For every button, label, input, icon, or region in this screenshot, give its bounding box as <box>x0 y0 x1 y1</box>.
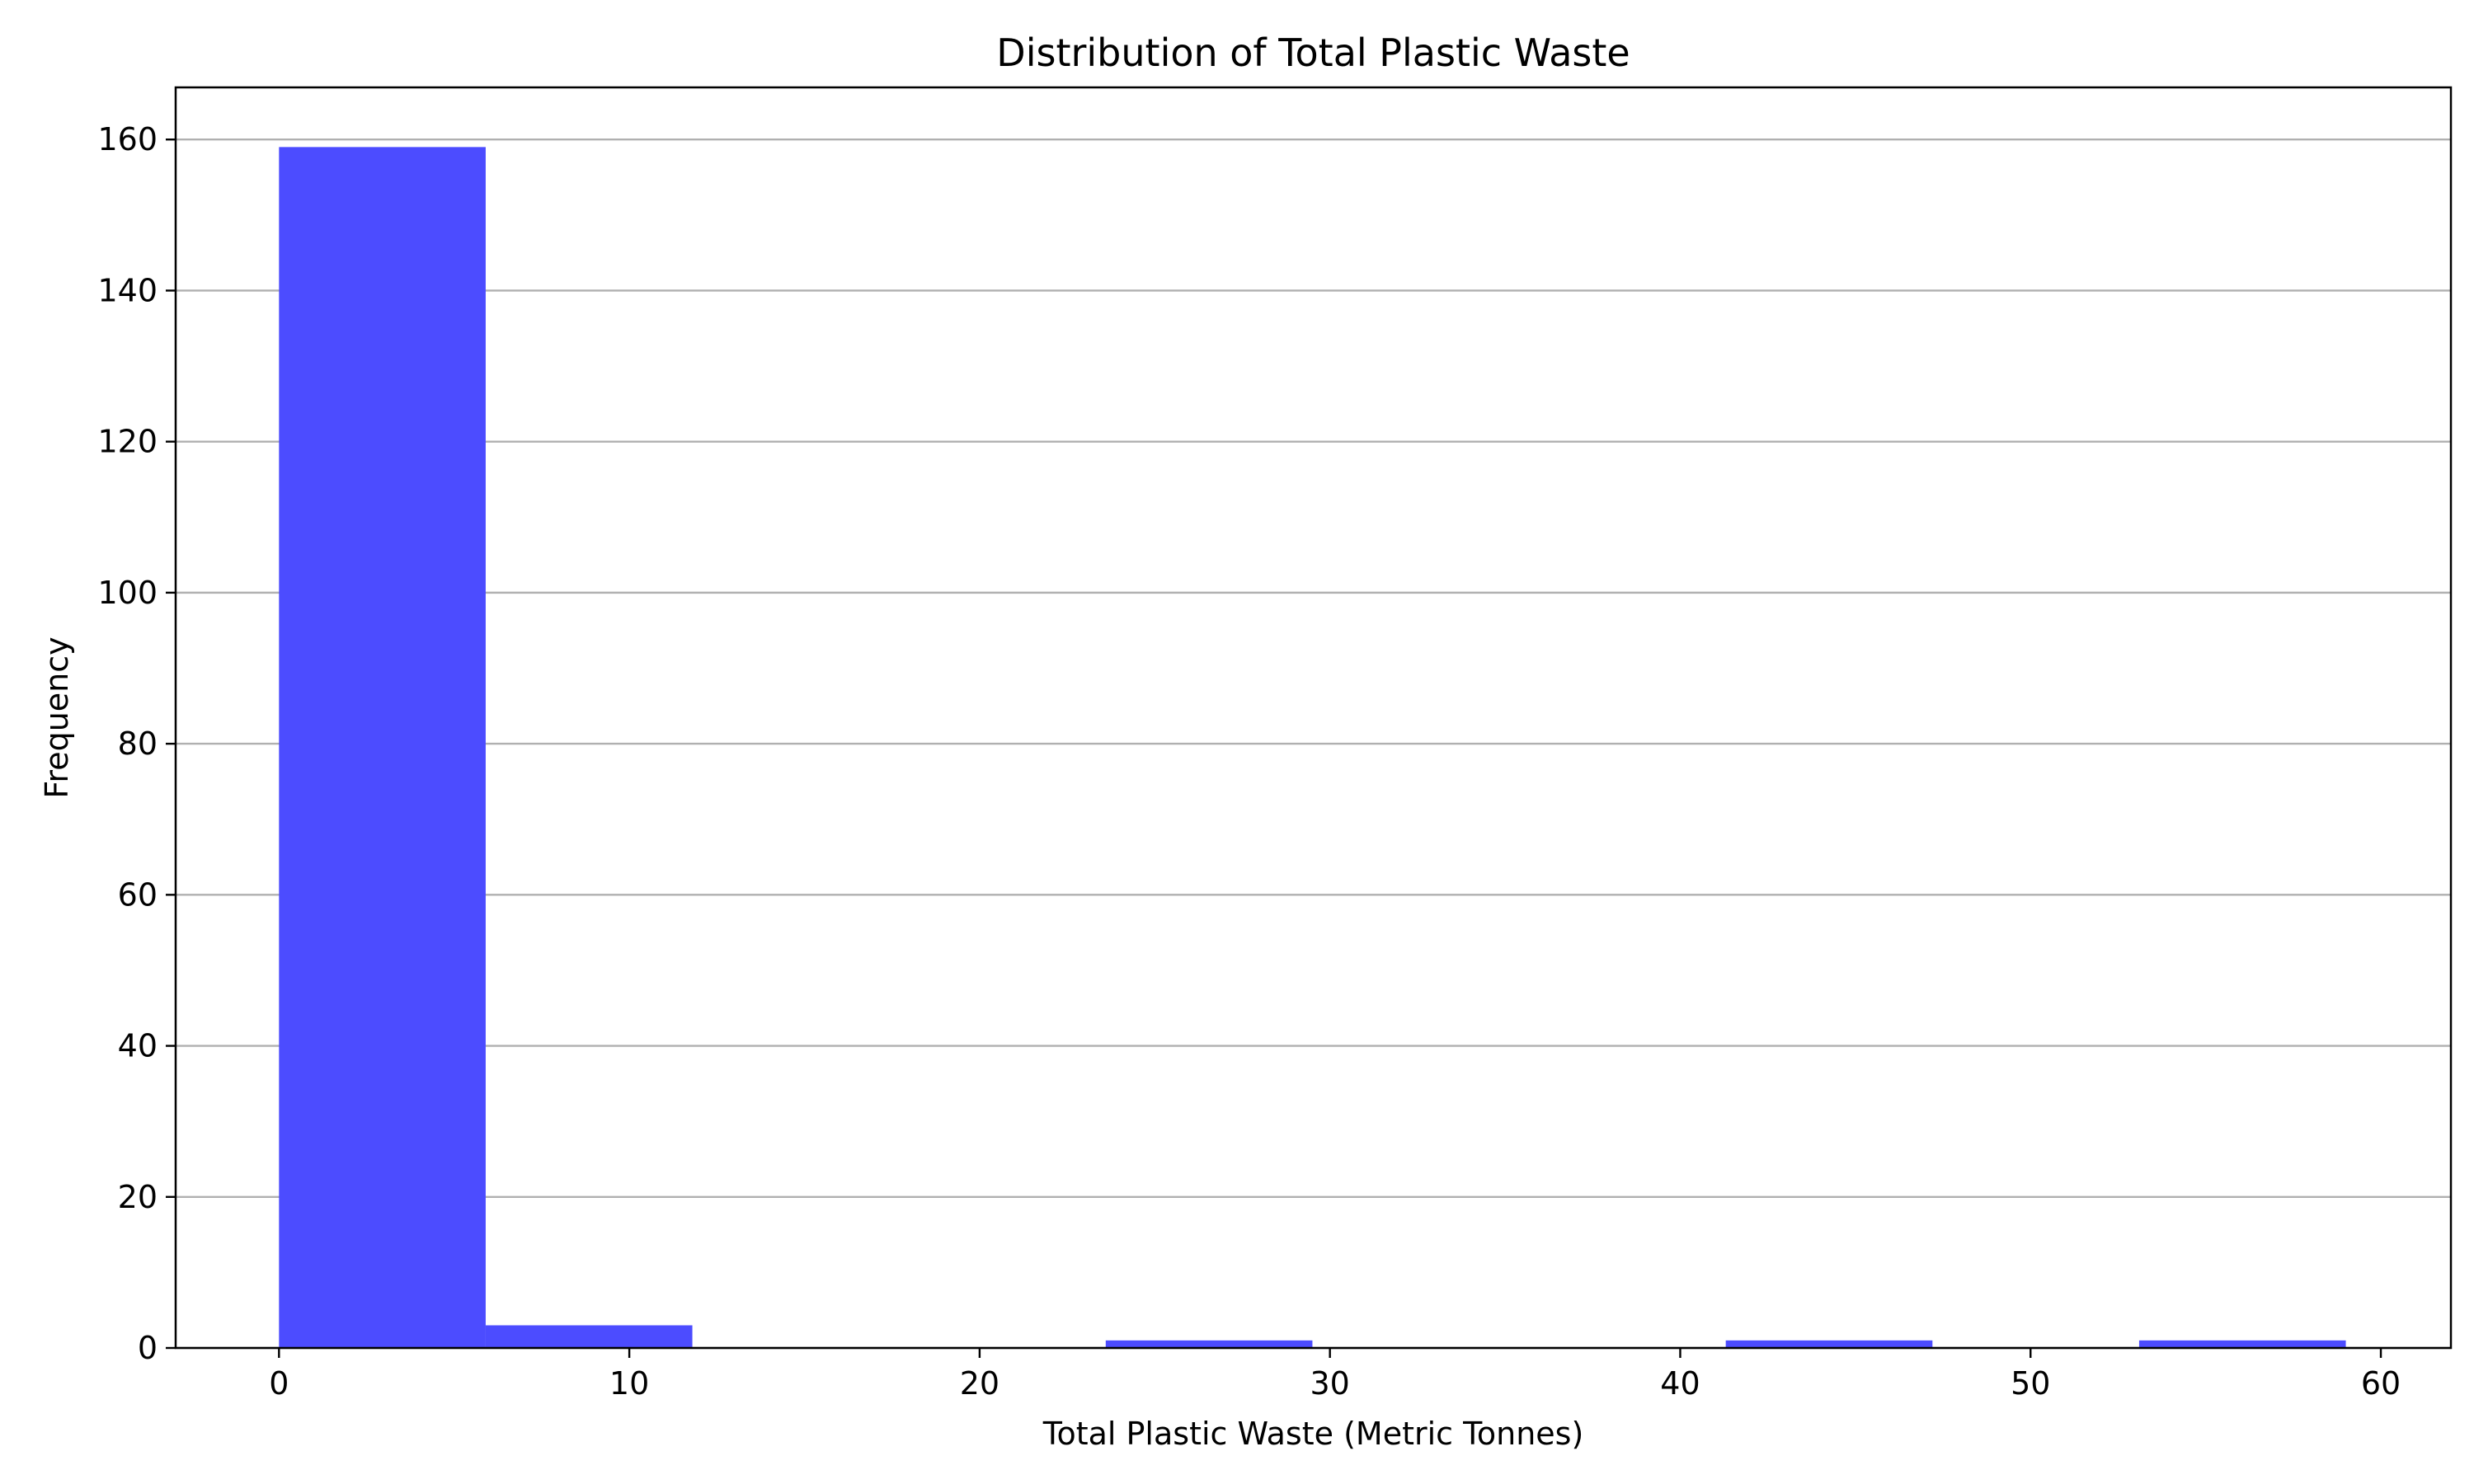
bars-layer <box>279 147 2346 1348</box>
y-tick-label: 40 <box>118 1028 158 1064</box>
y-tick-label: 80 <box>118 726 158 762</box>
chart-title: Distribution of Total Plastic Waste <box>996 31 1630 75</box>
histogram-bar <box>2138 1340 2346 1348</box>
x-tick-label: 50 <box>2011 1365 2050 1402</box>
y-tick-label: 120 <box>97 424 158 460</box>
histogram-bar <box>485 1325 693 1348</box>
histogram-bar <box>279 147 486 1348</box>
y-axis-label: Frequency <box>39 636 75 798</box>
y-tick-label: 100 <box>97 575 158 611</box>
x-tick-label: 40 <box>1660 1365 1700 1402</box>
x-axis-label: Total Plastic Waste (Metric Tonnes) <box>1042 1416 1584 1452</box>
x-tick-label: 10 <box>609 1365 649 1402</box>
x-tick-label: 20 <box>960 1365 999 1402</box>
x-tick-label: 0 <box>269 1365 289 1402</box>
histogram-bar <box>1105 1340 1313 1348</box>
x-tick-label: 60 <box>2361 1365 2401 1402</box>
y-tick-label: 0 <box>138 1330 158 1366</box>
plot-frame <box>174 86 2453 1350</box>
histogram-bar <box>1725 1340 1933 1348</box>
x-tick-label: 30 <box>1310 1365 1349 1402</box>
ticks-layer: 0 10 20 30 40 50 60 0 20 40 60 80 100 120 140 160 <box>97 121 2401 1402</box>
y-tick-label: 20 <box>118 1179 158 1215</box>
y-tick-label: 60 <box>118 876 158 913</box>
y-tick-label: 140 <box>97 272 158 308</box>
y-tick-label: 160 <box>97 121 158 157</box>
